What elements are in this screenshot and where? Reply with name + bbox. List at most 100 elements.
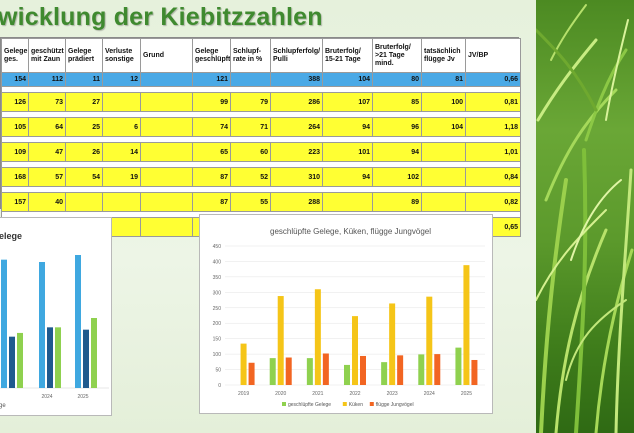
table-cell: 64 bbox=[28, 117, 66, 137]
x-tick-label: 2024 bbox=[424, 391, 435, 397]
table-cell: 87 bbox=[192, 192, 231, 212]
table-cell: 19 bbox=[102, 167, 141, 187]
table-cell: 99 bbox=[192, 92, 231, 112]
slide-title: wicklung der Kiebitzzahlen bbox=[0, 3, 323, 31]
table-cell: 79 bbox=[230, 92, 271, 112]
x-tick-label: 2024 bbox=[41, 394, 52, 400]
table-cell bbox=[140, 72, 193, 87]
x-tick-label: 2025 bbox=[77, 394, 88, 400]
table-cell: 14 bbox=[102, 142, 141, 162]
table-cell: 27 bbox=[65, 92, 103, 112]
legend-label: flügge Jungvögel bbox=[376, 402, 414, 408]
table-cell: 157 bbox=[1, 192, 29, 212]
table-cell: 12 bbox=[102, 72, 141, 87]
legend-swatch bbox=[369, 402, 374, 406]
table-row: 157 40 87 55 288 89 0,82 bbox=[1, 192, 521, 212]
legend-label: geschlüpfte Gelege bbox=[288, 402, 331, 408]
table-cell bbox=[230, 72, 271, 87]
table-cell: 1,18 bbox=[465, 117, 521, 137]
table-row: 168 57 54 19 87 52 310 94 102 0,84 bbox=[1, 167, 521, 187]
table-header-cell: Gelege ges. bbox=[1, 38, 29, 73]
bar bbox=[47, 327, 53, 388]
x-tick-label: 2021 bbox=[312, 391, 323, 397]
bar bbox=[463, 265, 470, 385]
bar bbox=[397, 355, 404, 385]
table-cell: 101 bbox=[322, 142, 373, 162]
table-cell: 6 bbox=[102, 117, 141, 137]
table-cell: 25 bbox=[65, 117, 103, 137]
bar bbox=[314, 289, 321, 385]
x-tick-label: 2025 bbox=[461, 391, 472, 397]
y-tick-label: 350 bbox=[213, 275, 222, 281]
grass-photo bbox=[536, 0, 634, 433]
bar bbox=[344, 364, 350, 385]
table-cell: 264 bbox=[270, 117, 323, 137]
table-cell bbox=[140, 142, 193, 162]
table-body: 154 112 11 12 121 388 104 80 81 0,66 126 73 27 99 79 28… bbox=[1, 72, 521, 237]
table-header-cell: Schlupferfolg/ Pulli bbox=[270, 38, 323, 73]
y-tick-label: 150 bbox=[213, 337, 222, 343]
y-tick-label: 200 bbox=[213, 321, 222, 327]
table-cell: 40 bbox=[28, 192, 66, 212]
table-header-cell: tatsächlich flügge Jv bbox=[421, 38, 466, 73]
table-header-cell: Gelege geschlüpft bbox=[192, 38, 231, 73]
bar bbox=[418, 354, 425, 385]
table-cell: 65 bbox=[192, 142, 231, 162]
left-chart-footer: ge bbox=[0, 403, 6, 409]
table-row: 109 47 26 14 65 60 223 101 94 1,01 bbox=[1, 142, 521, 162]
bar bbox=[322, 353, 329, 385]
table-header-cell: Gelege prädiert bbox=[65, 38, 103, 73]
table-cell: 168 bbox=[1, 167, 29, 187]
bar bbox=[17, 332, 23, 388]
kiebitz-data-table: Gelege ges. geschützt mit Zaun Gelege präd… bbox=[0, 37, 521, 237]
bar bbox=[91, 318, 97, 388]
left-chart-plot: 2024 2025 bbox=[0, 255, 109, 400]
table-cell bbox=[140, 117, 193, 137]
y-tick-label: 50 bbox=[215, 368, 221, 374]
table-cell: 109 bbox=[1, 142, 29, 162]
y-tick-label: 100 bbox=[213, 352, 222, 358]
bar bbox=[39, 262, 45, 388]
table-cell: 87 bbox=[192, 167, 231, 187]
table-cell bbox=[140, 92, 193, 112]
bar bbox=[269, 358, 276, 385]
bar bbox=[9, 336, 15, 388]
table-header-cell: geschützt mit Zaun bbox=[28, 38, 66, 73]
table-cell bbox=[102, 92, 141, 112]
bar bbox=[360, 355, 366, 385]
y-tick-label: 300 bbox=[213, 290, 222, 296]
table-cell: 60 bbox=[230, 142, 271, 162]
table-cell: 89 bbox=[372, 192, 422, 212]
table-cell: 107 bbox=[322, 92, 373, 112]
table-cell bbox=[421, 167, 466, 187]
right-chart-plot: 0 50 100 150 200 250 300 350 400 450 2019 2020 2021 2… bbox=[213, 244, 485, 408]
x-tick-label: 2022 bbox=[349, 391, 360, 397]
bar bbox=[83, 329, 89, 388]
table-cell: 121 bbox=[192, 72, 231, 87]
table-header-cell: Schlupf- rate in % bbox=[230, 38, 271, 73]
table-cell: 73 bbox=[28, 92, 66, 112]
table-header-row: Gelege ges. geschützt mit Zaun Gelege präd… bbox=[1, 38, 521, 73]
legend-label: Küken bbox=[349, 402, 363, 408]
table-row: 105 64 25 6 74 71 264 94 96 104 1,18 bbox=[1, 117, 521, 137]
table-cell: 100 bbox=[421, 92, 466, 112]
table-cell: 288 bbox=[270, 192, 323, 212]
table-cell: 286 bbox=[270, 92, 323, 112]
table-cell: 55 bbox=[230, 192, 271, 212]
y-tick-label: 400 bbox=[213, 259, 222, 265]
bar bbox=[352, 316, 358, 385]
table-cell: 112 bbox=[28, 72, 66, 87]
bar bbox=[285, 357, 292, 385]
table-cell: 54 bbox=[65, 167, 103, 187]
left-bar-chart: elege 2024 2025 ge bbox=[0, 217, 112, 416]
table-cell: 0,82 bbox=[465, 192, 521, 212]
bar bbox=[471, 359, 478, 385]
table-cell: 104 bbox=[322, 72, 373, 87]
table-cell: 126 bbox=[1, 92, 29, 112]
table-cell: 0,66 bbox=[465, 72, 521, 87]
bar bbox=[248, 362, 255, 385]
bar bbox=[434, 354, 441, 385]
x-tick-label: 2023 bbox=[387, 391, 398, 397]
table-cell: 26 bbox=[65, 142, 103, 162]
table-row: 154 112 11 12 121 388 104 80 81 0,66 bbox=[1, 72, 521, 87]
